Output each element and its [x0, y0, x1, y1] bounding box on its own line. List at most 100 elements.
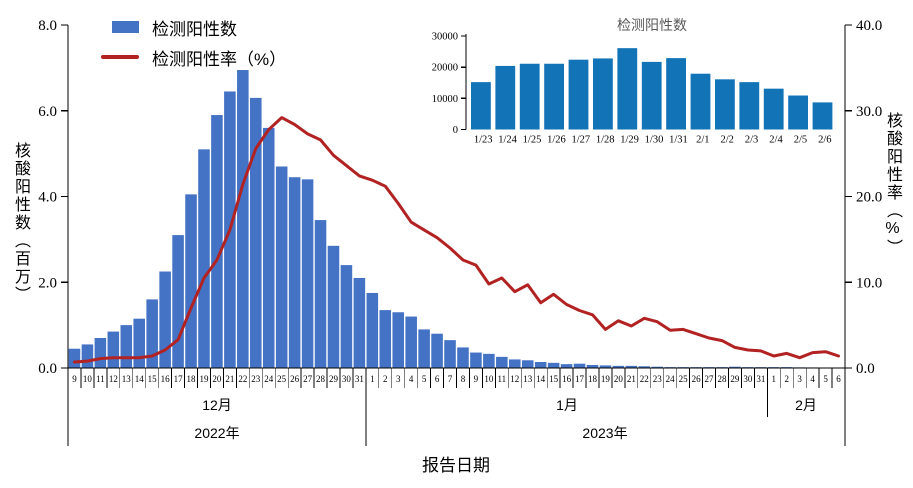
bar — [547, 362, 560, 368]
inset-bar — [666, 58, 686, 130]
day-label: 28 — [316, 374, 326, 384]
inset-x-label: 2/2 — [720, 135, 733, 146]
inset-bar — [812, 102, 833, 130]
bar — [198, 149, 210, 368]
left-tick-label: 4.0 — [38, 190, 57, 206]
day-label: 6 — [836, 374, 841, 384]
day-label: 21 — [627, 374, 636, 384]
inset-bar — [544, 63, 564, 130]
bar — [496, 356, 508, 368]
day-label: 4 — [409, 374, 414, 384]
inset-x-label: 1/27 — [571, 135, 590, 146]
bar — [107, 331, 120, 368]
day-label: 9 — [72, 374, 77, 384]
inset-bar — [788, 95, 808, 130]
day-label: 15 — [549, 374, 559, 384]
bar — [379, 310, 392, 368]
bar — [275, 166, 288, 368]
day-label: 12 — [510, 374, 519, 384]
bar — [353, 277, 366, 368]
bar — [262, 127, 275, 369]
day-label: 26 — [692, 374, 702, 384]
day-label: 19 — [601, 374, 611, 384]
inset-bar — [568, 59, 589, 130]
day-label: 16 — [161, 374, 171, 384]
inset-x-label: 1/31 — [669, 135, 688, 146]
day-label: 30 — [743, 374, 753, 384]
left-tick-label: 8.0 — [38, 18, 57, 34]
x-axis-title: 报告日期 — [422, 456, 490, 475]
day-label: 6 — [435, 374, 440, 384]
day-label: 26 — [290, 374, 300, 384]
bar — [159, 271, 171, 368]
day-label: 31 — [756, 374, 765, 384]
day-label: 22 — [640, 374, 649, 384]
bar — [94, 337, 107, 368]
bar — [237, 70, 249, 369]
day-label: 13 — [523, 374, 533, 384]
day-label: 2 — [784, 374, 789, 384]
day-label: 5 — [823, 374, 828, 384]
left-tick-label: 0.0 — [38, 361, 57, 377]
day-label: 15 — [148, 374, 158, 384]
day-label: 20 — [212, 374, 222, 384]
inset-tick-label: 10000 — [432, 94, 458, 105]
day-label: 28 — [717, 374, 727, 384]
bar — [392, 312, 404, 368]
day-label: 9 — [474, 374, 479, 384]
day-label: 20 — [614, 374, 624, 384]
day-label: 3 — [797, 374, 802, 384]
year-label-2022: 2022年 — [194, 425, 240, 441]
day-label: 7 — [448, 374, 453, 384]
bar — [612, 365, 625, 368]
legend-bar-label: 检测阳性数 — [152, 19, 237, 39]
bar — [81, 344, 94, 368]
day-label: 13 — [122, 374, 132, 384]
inset-bar — [739, 82, 760, 130]
left-tick-label: 2.0 — [38, 275, 57, 291]
right-tick-label: 0.0 — [856, 361, 875, 377]
day-label: 10 — [83, 374, 93, 384]
bar — [146, 299, 158, 368]
day-label: 27 — [705, 374, 715, 384]
inset-tick-label: 30000 — [432, 32, 458, 43]
right-tick-label: 10.0 — [856, 275, 882, 291]
bar — [483, 353, 495, 368]
day-label: 23 — [251, 374, 261, 384]
inset-x-label: 2/5 — [794, 135, 807, 146]
inset-tick-label: 20000 — [432, 63, 458, 74]
bar — [470, 352, 482, 368]
legend-line-label: 检测阳性率（%） — [152, 49, 287, 69]
inset-chart-title: 检测阳性数 — [617, 17, 687, 33]
day-label: 21 — [225, 374, 234, 384]
inset-tick-label: 0 — [453, 125, 458, 136]
bar — [418, 329, 430, 368]
bar — [314, 220, 327, 368]
day-label: 14 — [135, 374, 145, 384]
bar — [638, 366, 651, 369]
right-tick-label: 20.0 — [856, 190, 882, 206]
legend: 检测阳性数 检测阳性率（%） — [100, 12, 286, 72]
legend-row-bar: 检测阳性数 — [100, 12, 286, 42]
bar — [366, 292, 379, 368]
bar — [327, 245, 340, 368]
bar — [250, 97, 262, 368]
bar — [68, 348, 81, 368]
day-label: 29 — [329, 374, 339, 384]
bar — [457, 347, 469, 368]
positivity-rate-line — [73, 116, 840, 364]
inset-bar — [690, 73, 711, 130]
day-label: 5 — [422, 374, 427, 384]
day-label: 12 — [109, 374, 118, 384]
day-label: 4 — [810, 374, 815, 384]
left-axis-title: 核酸阳性数（百万） — [12, 142, 29, 304]
day-label: 8 — [461, 374, 466, 384]
day-label: 17 — [174, 374, 184, 384]
bar — [211, 115, 223, 368]
day-label: 17 — [575, 374, 585, 384]
legend-line-swatch — [101, 55, 139, 59]
inset-bar — [495, 65, 516, 130]
inset-x-label: 1/23 — [474, 135, 493, 146]
